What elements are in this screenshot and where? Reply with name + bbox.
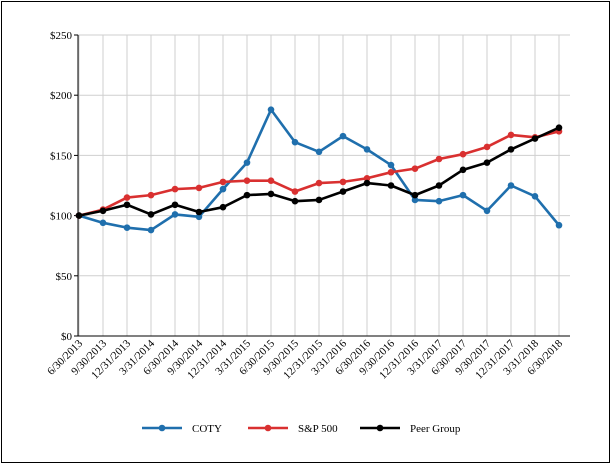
- data-point-peer-group: [195, 208, 203, 216]
- data-point-peer-group: [435, 182, 443, 189]
- data-point-s-p-500: [219, 178, 227, 186]
- data-point-peer-group: [363, 179, 371, 187]
- data-point-peer-group: [411, 191, 419, 199]
- data-point-peer-group: [459, 166, 467, 174]
- series-group: [75, 106, 563, 234]
- data-point-coty: [147, 226, 155, 234]
- data-point-s-p-500: [195, 184, 203, 192]
- x-tick-labels: 6/30/20139/30/201312/31/20133/31/20146/3…: [45, 337, 565, 381]
- data-point-coty: [507, 182, 515, 189]
- data-point-peer-group: [483, 159, 491, 166]
- data-point-coty: [483, 207, 491, 215]
- data-point-peer-group: [291, 197, 299, 205]
- data-point-peer-group: [531, 135, 539, 142]
- y-tick-labels: $0 $50 $100 $150 $200 $250: [50, 30, 73, 343]
- legend: COTY S&P 500 Peer Group: [142, 423, 461, 435]
- data-point-s-p-500: [387, 168, 395, 176]
- data-point-coty: [219, 185, 227, 193]
- legend-label-peer-group: Peer Group: [410, 423, 461, 435]
- data-point-s-p-500: [507, 131, 515, 139]
- data-point-coty: [123, 224, 131, 231]
- data-point-coty: [291, 138, 299, 146]
- data-point-peer-group: [243, 191, 251, 199]
- legend-marker-s-p-500: [264, 424, 272, 432]
- data-point-coty: [411, 196, 419, 204]
- data-point-peer-group: [219, 203, 227, 211]
- y-tick-label: $250: [50, 30, 73, 42]
- y-tick-label: $0: [61, 331, 73, 343]
- data-point-s-p-500: [339, 178, 347, 186]
- data-point-coty: [339, 132, 347, 140]
- data-point-coty: [459, 191, 467, 199]
- axes: [74, 34, 570, 337]
- data-point-peer-group: [507, 146, 515, 153]
- data-point-peer-group: [147, 211, 155, 218]
- data-point-coty: [171, 211, 179, 218]
- data-point-coty: [315, 148, 323, 156]
- data-point-peer-group: [75, 212, 83, 219]
- y-tick-label: $50: [56, 271, 73, 283]
- data-point-s-p-500: [147, 191, 155, 199]
- data-point-s-p-500: [363, 174, 371, 182]
- data-point-coty: [243, 159, 251, 166]
- data-point-peer-group: [267, 190, 275, 198]
- data-point-coty: [267, 106, 275, 113]
- data-point-coty: [363, 146, 371, 153]
- legend-marker-peer-group: [376, 424, 384, 432]
- data-point-coty: [99, 219, 107, 227]
- data-point-coty: [531, 193, 539, 200]
- grid: [78, 34, 570, 337]
- data-point-s-p-500: [435, 155, 443, 163]
- data-point-peer-group: [339, 188, 347, 195]
- data-point-coty: [435, 197, 443, 205]
- data-point-s-p-500: [411, 165, 419, 172]
- data-point-s-p-500: [267, 177, 275, 184]
- data-point-coty: [387, 161, 395, 169]
- legend-marker-coty: [158, 424, 166, 432]
- data-point-peer-group: [171, 201, 179, 209]
- data-point-s-p-500: [459, 150, 467, 158]
- data-point-peer-group: [99, 207, 107, 215]
- data-point-s-p-500: [483, 143, 491, 151]
- legend-label-s-p-500: S&P 500: [298, 423, 338, 435]
- data-point-coty: [195, 213, 203, 221]
- data-point-s-p-500: [315, 179, 323, 187]
- data-point-peer-group: [555, 124, 563, 132]
- data-point-s-p-500: [291, 188, 299, 195]
- data-point-s-p-500: [243, 177, 251, 184]
- data-point-peer-group: [387, 182, 395, 189]
- data-point-s-p-500: [171, 185, 179, 193]
- data-point-s-p-500: [123, 194, 131, 201]
- data-point-peer-group: [315, 196, 323, 204]
- y-tick-label: $150: [50, 150, 73, 162]
- data-point-peer-group: [123, 201, 131, 209]
- y-tick-label: $100: [50, 211, 73, 223]
- y-tick-label: $200: [50, 90, 73, 102]
- data-point-coty: [555, 221, 563, 229]
- legend-label-coty: COTY: [192, 423, 222, 435]
